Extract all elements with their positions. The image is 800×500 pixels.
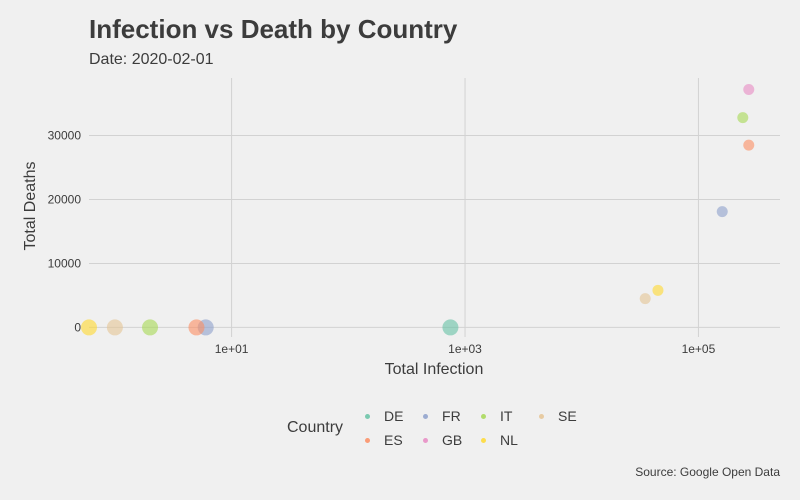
legend-item-fr: FR: [419, 404, 477, 428]
legend-item-de: DE: [361, 404, 419, 428]
axis-tick-labels: 1e+01 1e+03 1e+05 0 10000 20000 30000: [48, 129, 716, 356]
legend-label: ES: [384, 432, 403, 448]
legend-items: DE FR IT SE ES GB NL: [361, 404, 593, 452]
data-point-fr: [716, 206, 728, 218]
data-point-es: [188, 319, 205, 336]
legend-item-gb: GB: [419, 428, 477, 452]
x-tick-label: 1e+03: [448, 342, 482, 356]
y-tick-label: 0: [74, 320, 81, 334]
legend-key-dot: [423, 437, 429, 443]
data-point-es: [743, 139, 755, 151]
y-tick-label: 30000: [48, 129, 82, 143]
legend-key-dot: [481, 413, 487, 419]
data-point-nl: [81, 319, 97, 336]
data-point-it: [142, 319, 159, 336]
legend: Country DE FR IT SE ES GB NL: [287, 404, 593, 452]
legend-item-it: IT: [477, 404, 535, 428]
legend-label: DE: [384, 408, 404, 424]
data-point-de: [442, 319, 459, 336]
legend-label: NL: [500, 432, 518, 448]
data-point-nl: [652, 284, 664, 296]
data-point-gb: [743, 84, 755, 96]
legend-title: Country: [287, 419, 344, 436]
data-point-it: [737, 112, 749, 124]
legend-label: IT: [500, 408, 513, 424]
legend-label: GB: [442, 432, 463, 448]
chart-plot: 1e+01 1e+03 1e+05 0 10000 20000 30000 Total In…: [22, 78, 780, 378]
data-point-se: [106, 319, 123, 336]
grid-lines: [89, 78, 780, 337]
chart-title: Infection vs Death by Country: [89, 14, 458, 44]
legend-key-dot: [365, 437, 371, 443]
data-points: [81, 84, 755, 336]
y-tick-label: 10000: [48, 256, 82, 270]
x-tick-label: 1e+01: [215, 342, 249, 356]
chart-subtitle: Date: 2020-02-01: [89, 51, 214, 68]
source-caption: Source: Google Open Data: [635, 465, 780, 479]
y-axis-label: Total Deaths: [22, 162, 39, 251]
legend-item-nl: NL: [477, 428, 535, 452]
legend-item-se: SE: [535, 404, 593, 428]
legend-key-dot: [539, 413, 545, 419]
y-tick-label: 20000: [48, 193, 82, 207]
legend-label: SE: [558, 408, 577, 424]
legend-key-dot: [481, 437, 487, 443]
legend-label: FR: [442, 408, 461, 424]
x-axis-label: Total Infection: [385, 361, 484, 378]
legend-key-dot: [423, 413, 429, 419]
legend-item-es: ES: [361, 428, 419, 452]
data-point-se: [639, 293, 651, 305]
legend-key-dot: [365, 413, 371, 419]
x-tick-label: 1e+05: [682, 342, 716, 356]
